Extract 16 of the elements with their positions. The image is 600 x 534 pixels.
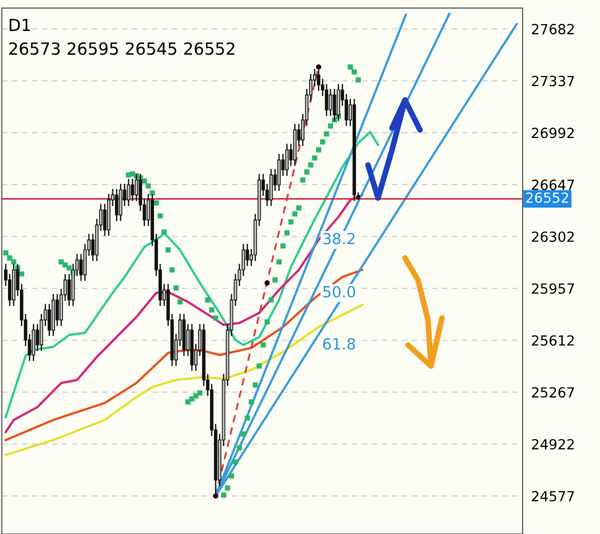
- ref-line-label: 26552: [526, 192, 568, 203]
- y-tick-label: 24922: [532, 439, 574, 450]
- annotation: 50.0: [323, 286, 356, 298]
- y-tick-label: 26302: [532, 231, 574, 242]
- text: 26573 26595 26545 26552: [9, 42, 234, 55]
- y-tick-label: 24577: [532, 490, 574, 502]
- y-tick-label: 26647: [532, 180, 574, 190]
- y-tick-label: 26992: [532, 128, 574, 138]
- y-tick-label: 25612: [532, 335, 574, 346]
- y-tick-label: 27337: [532, 76, 574, 86]
- annotation: 38.2: [323, 232, 355, 244]
- annotation: 61.8: [323, 338, 356, 350]
- y-tick-label: 27682: [532, 24, 574, 34]
- y-tick-label: 25957: [532, 283, 574, 294]
- y-tick-label: 25267: [532, 387, 574, 398]
- text: D1: [10, 18, 30, 32]
